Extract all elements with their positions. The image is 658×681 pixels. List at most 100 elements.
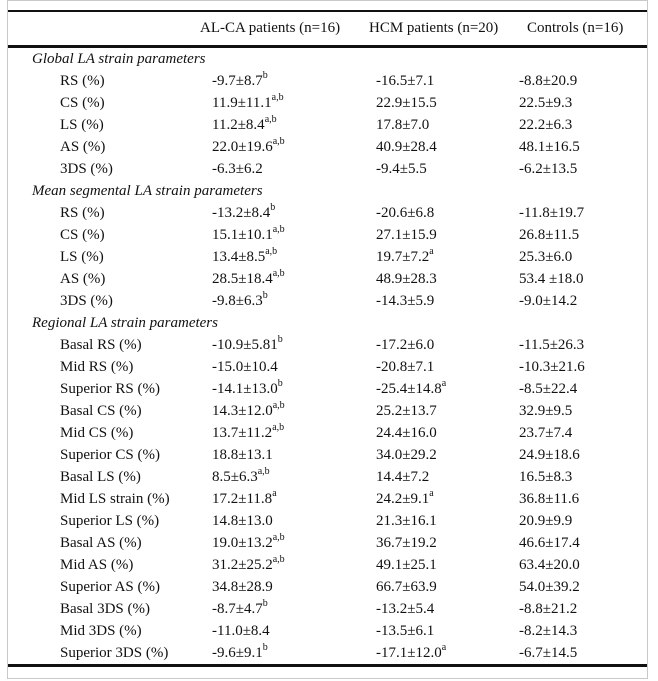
table-header-row: AL-CA patients (n=16) HCM patients (n=20… <box>8 12 647 45</box>
value-text: 17.2±11.8 <box>212 490 273 507</box>
table-row: 3DS (%) -6.3±6.2 -9.4±5.5 -6.2±13.5 <box>8 158 647 180</box>
row-label: AS (%) <box>60 138 106 155</box>
value-text: -16.5±7.1 <box>376 72 435 89</box>
row-label: Basal RS (%) <box>60 336 142 353</box>
value-text: 17.8±7.0 <box>376 116 430 133</box>
value-text: 46.6±17.4 <box>519 534 580 551</box>
value-cell: -9.7±8.7b <box>212 69 376 90</box>
row-label: CS (%) <box>60 226 105 243</box>
table-row: Superior CS (%) 18.8±13.1 34.0±29.2 24.9±18… <box>8 444 647 466</box>
value-cell: -6.3±6.2 <box>212 161 376 178</box>
table-row: AS (%) 22.0±19.6a,b 40.9±28.4 48.1±16.5 <box>8 136 647 158</box>
value-cell: 27.1±15.9 <box>376 227 519 244</box>
value-text: 22.0±19.6 <box>212 138 273 155</box>
value-cell: 49.1±25.1 <box>376 557 519 574</box>
value-text: 13.7±11.2 <box>212 424 273 441</box>
value-cell: -16.5±7.1 <box>376 73 519 90</box>
column-header-controls: Controls (n=16) <box>527 20 624 36</box>
value-cell: 31.2±25.2a,b <box>212 553 376 574</box>
value-text: 14.3±12.0 <box>212 402 273 419</box>
value-text: 16.5±8.3 <box>519 468 573 485</box>
value-cell: 22.9±15.5 <box>376 95 519 112</box>
value-text: -6.2±13.5 <box>519 160 578 177</box>
significance-superscript: a,b <box>271 91 284 103</box>
row-label: Superior AS (%) <box>60 578 160 595</box>
row-label: 3DS (%) <box>60 160 113 177</box>
value-text: 34.0±29.2 <box>376 446 437 463</box>
significance-superscript: b <box>262 69 268 81</box>
significance-superscript: a,b <box>272 553 285 565</box>
value-text: 49.1±25.1 <box>376 556 437 573</box>
value-text: -8.8±20.9 <box>519 72 578 89</box>
row-label: Mid CS (%) <box>60 424 134 441</box>
row-label: CS (%) <box>60 94 105 111</box>
value-text: -14.3±5.9 <box>376 292 435 309</box>
value-cell: -8.5±22.4 <box>519 381 647 398</box>
table-body: Global LA strain parameters RS (%) -9.7±8.… <box>8 48 647 664</box>
significance-superscript: a,b <box>272 135 285 147</box>
value-cell: -8.8±21.2 <box>519 601 647 618</box>
row-label: RS (%) <box>60 204 105 221</box>
value-text: -8.5±22.4 <box>519 380 578 397</box>
value-cell: 22.2±6.3 <box>519 117 647 134</box>
value-text: 22.2±6.3 <box>519 116 573 133</box>
value-text: -9.0±14.2 <box>519 292 578 309</box>
value-text: 20.9±9.9 <box>519 512 573 529</box>
value-text: -20.6±6.8 <box>376 204 435 221</box>
value-cell: 20.9±9.9 <box>519 513 647 530</box>
table-row: Mid 3DS (%) -11.0±8.4 -13.5±6.1 -8.2±14.3 <box>8 620 647 642</box>
row-label: LS (%) <box>60 116 104 133</box>
value-cell: -17.2±6.0 <box>376 337 519 354</box>
row-label: 3DS (%) <box>60 292 113 309</box>
value-cell: -8.2±14.3 <box>519 623 647 640</box>
value-cell: 11.9±11.1a,b <box>212 91 376 112</box>
section-heading: Global LA strain parameters <box>32 50 206 67</box>
value-text: -9.7±8.7 <box>212 72 263 89</box>
value-cell: 23.7±7.4 <box>519 425 647 442</box>
la-strain-table: AL-CA patients (n=16) HCM patients (n=20… <box>7 0 648 679</box>
table-bottom-rule <box>8 664 647 667</box>
value-cell: 36.7±19.2 <box>376 535 519 552</box>
value-cell: 19.7±7.2a <box>376 246 519 266</box>
significance-superscript: b <box>277 377 283 389</box>
section-row: Global LA strain parameters <box>8 48 647 70</box>
value-text: 36.8±11.6 <box>519 490 580 507</box>
section-heading: Mean segmental LA strain parameters <box>32 182 263 199</box>
value-cell: -11.0±8.4 <box>212 623 376 640</box>
value-text: 25.2±13.7 <box>376 402 437 419</box>
value-text: 11.2±8.4 <box>212 116 265 133</box>
table-row: RS (%) -9.7±8.7b -16.5±7.1 -8.8±20.9 <box>8 70 647 92</box>
table-row: RS (%) -13.2±8.4b -20.6±6.8 -11.8±19.7 <box>8 202 647 224</box>
value-cell: -15.0±10.4 <box>212 359 376 376</box>
significance-superscript: a <box>429 487 434 499</box>
value-text: 66.7±63.9 <box>376 578 437 595</box>
table-row: Superior RS (%) -14.1±13.0b -25.4±14.8a -8.… <box>8 378 647 400</box>
value-cell: 15.1±10.1a,b <box>212 224 376 244</box>
significance-superscript: a,b <box>272 531 285 543</box>
value-text: -9.6±9.1 <box>212 644 263 661</box>
significance-superscript: b <box>262 641 268 653</box>
significance-superscript: a <box>272 487 277 499</box>
value-cell: 24.4±16.0 <box>376 425 519 442</box>
value-cell: 17.2±11.8a <box>212 487 376 508</box>
value-cell: 46.6±17.4 <box>519 535 647 552</box>
value-text: 19.0±13.2 <box>212 534 273 551</box>
row-label: Mid AS (%) <box>60 556 134 573</box>
value-cell: 66.7±63.9 <box>376 579 519 596</box>
significance-superscript: b <box>262 289 268 301</box>
value-text: -6.3±6.2 <box>212 160 263 177</box>
row-label: Superior 3DS (%) <box>60 644 169 661</box>
value-text: -13.5±6.1 <box>376 622 435 639</box>
value-text: 23.7±7.4 <box>519 424 573 441</box>
section-row: Regional LA strain parameters <box>8 312 647 334</box>
value-text: 19.7±7.2 <box>376 248 430 265</box>
value-cell: 34.8±28.9 <box>212 579 376 596</box>
value-text: 25.3±6.0 <box>519 248 573 265</box>
value-text: 24.4±16.0 <box>376 424 437 441</box>
significance-superscript: a,b <box>265 245 278 257</box>
value-text: 22.5±9.3 <box>519 94 573 111</box>
table-row: Mid LS strain (%) 17.2±11.8a 24.2±9.1a 36.8… <box>8 488 647 510</box>
row-label: Superior LS (%) <box>60 512 160 529</box>
value-text: 24.9±18.6 <box>519 446 580 463</box>
value-text: 28.5±18.4 <box>212 270 273 287</box>
